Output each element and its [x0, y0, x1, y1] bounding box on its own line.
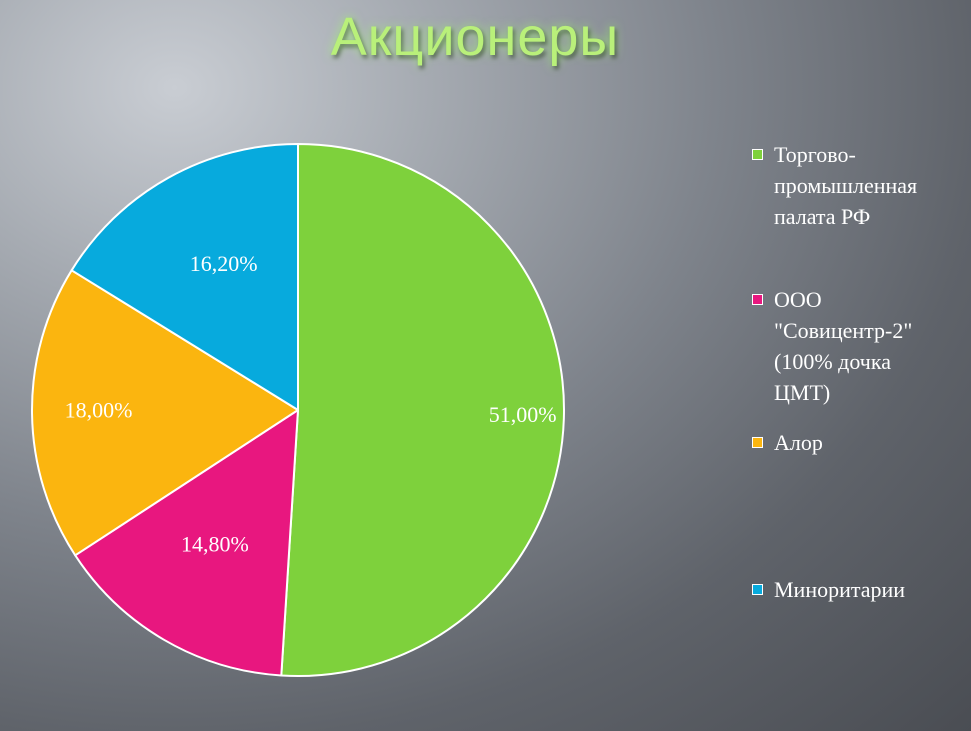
slice-label-minoritarii: 16,20%	[190, 251, 258, 276]
chart-title: Акционеры	[330, 7, 620, 67]
legend-swatch-tpp	[752, 149, 763, 160]
pie-slice-alor	[31, 269, 299, 557]
legend-label-alor: Алор	[774, 430, 823, 455]
slice-label-sovicentr: 14,80%	[181, 532, 249, 557]
legend-swatch-alor	[752, 437, 763, 448]
legend-label-minoritarii: Миноритарии	[774, 577, 906, 602]
legend-label-tpp: Торгово- промышленная палата РФ	[774, 142, 918, 229]
pie-slice-sovicentr	[74, 409, 299, 677]
pie-slice-tpp	[280, 143, 565, 677]
slice-label-tpp: 51,00%	[489, 402, 557, 427]
legend-item-minoritarii: Миноритарии	[752, 574, 967, 605]
chart-legend: Торгово- промышленная палата РФ ООО "Сов…	[752, 0, 967, 731]
legend-label-sovicentr: ООО "Совицентр-2" (100% дочка ЦМТ)	[774, 287, 913, 405]
legend-swatch-minoritarii	[752, 584, 763, 595]
pie-slice-minoritarii	[70, 143, 299, 411]
legend-item-alor: Алор	[752, 427, 967, 458]
slice-label-alor: 18,00%	[65, 397, 133, 422]
legend-swatch-sovicentr	[752, 294, 763, 305]
legend-item-tpp: Торгово- промышленная палата РФ	[752, 139, 967, 232]
legend-item-sovicentr: ООО "Совицентр-2" (100% дочка ЦМТ)	[752, 284, 967, 408]
